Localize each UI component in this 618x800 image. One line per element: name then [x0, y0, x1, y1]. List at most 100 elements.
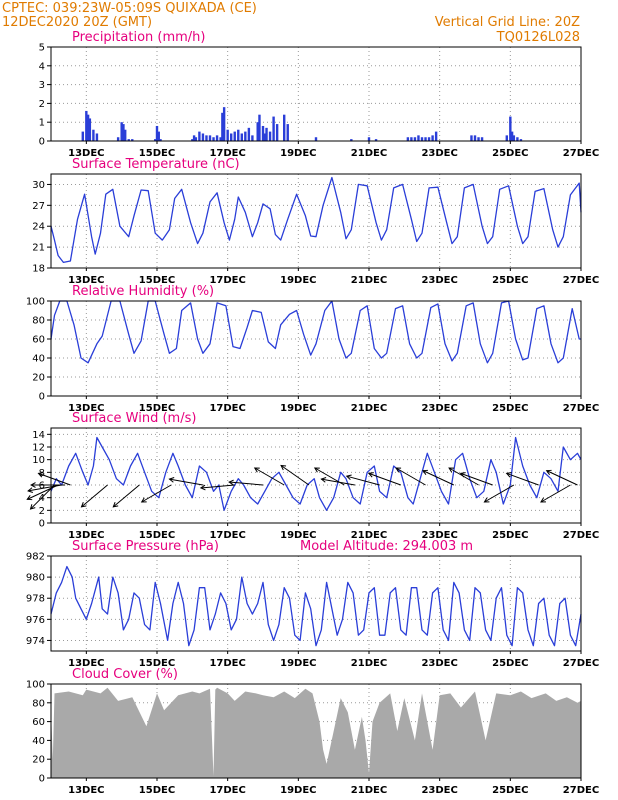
wind-wind-arrow [546, 470, 578, 486]
precipitation-bar [420, 137, 424, 141]
wind-xtick-label: 15DEC [139, 530, 175, 541]
humidity-xtick-label: 17DEC [209, 403, 245, 414]
cloud-cover-xtick-label: 15DEC [139, 785, 175, 796]
precipitation-bar [424, 137, 427, 141]
precipitation-bar [314, 137, 318, 141]
wind-wind-arrow [540, 484, 571, 503]
precipitation-bar [237, 129, 240, 141]
temperature-xtick-label: 21DEC [351, 275, 387, 286]
humidity-xtick-label: 25DEC [492, 403, 528, 414]
precipitation-ytick-label: 3 [39, 80, 45, 91]
precipitation-bar [477, 137, 480, 141]
precipitation-bar [367, 137, 371, 141]
precipitation-ytick-label: 0 [39, 137, 45, 148]
temperature-xtick-label: 27DEC [563, 275, 599, 286]
precipitation-bar [191, 139, 194, 141]
precipitation-title: Precipitation (mm/h) [72, 30, 205, 45]
wind-xtick-label: 25DEC [492, 530, 528, 541]
temperature-frame [50, 173, 582, 269]
wind-wind-arrowhead [140, 497, 147, 503]
wind-wind-arrow [112, 484, 140, 508]
cloud-cover-xtick-label: 19DEC [280, 785, 316, 796]
precipitation-xtick-label: 25DEC [492, 148, 528, 159]
pressure-title: Surface Pressure (hPa) [72, 539, 219, 554]
precipitation-bar [226, 129, 229, 141]
wind-ytick-label: 4 [39, 493, 45, 504]
precipitation-bar [230, 133, 233, 141]
precipitation-bar [261, 125, 265, 141]
wind-xtick-label: 17DEC [209, 530, 245, 541]
precipitation-bar [222, 107, 226, 141]
humidity-xtick-label: 19DEC [280, 403, 316, 414]
cloud-cover-xtick-label: 27DEC [563, 785, 599, 796]
wind-wind-arrowhead [26, 495, 33, 501]
precipitation-frame [50, 46, 582, 142]
wind-xtick-label: 23DEC [421, 530, 457, 541]
precipitation-bar [286, 124, 289, 141]
wind-wind-arrow [38, 472, 71, 486]
precipitation-bar [480, 137, 484, 141]
wind-wind-arrowhead [545, 469, 552, 475]
wind-wind-arrowhead [37, 472, 44, 478]
precipitation-bar [434, 131, 438, 141]
wind-wind-arrow [200, 484, 235, 489]
precipitation-bar [124, 129, 127, 141]
cloud-cover-xtick-label: 13DEC [68, 785, 104, 796]
precipitation-bar [95, 133, 99, 141]
precipitation-bar [263, 133, 266, 141]
wind-ytick-label: 2 [39, 506, 45, 517]
humidity-ytick-label: 40 [32, 354, 45, 365]
header: CPTEC: 039:23W-05:09S QUIXADA (CE) 12DEC… [2, 1, 580, 45]
pressure-annotation: Model Altitude: 294.003 m [300, 539, 473, 554]
cloud-cover-frame [50, 683, 582, 779]
wind-wind-arrowhead [80, 502, 87, 508]
pressure-xtick-label: 17DEC [209, 658, 245, 669]
precipitation-bar [272, 116, 275, 141]
humidity-ytick-label: 20 [32, 373, 45, 384]
wind-wind-arrowhead [459, 472, 466, 478]
precipitation-bar [85, 110, 88, 141]
precipitation-bar [205, 135, 208, 141]
precipitation-bar [92, 129, 95, 141]
wind-wind-arrow [28, 484, 62, 492]
wind-wind-arrow [27, 484, 59, 500]
humidity-xtick-label: 21DEC [351, 403, 387, 414]
precipitation-bar [417, 135, 420, 141]
wind-wind-arrowhead [395, 467, 402, 473]
humidity-series-line [50, 300, 581, 364]
precipitation-bar [81, 131, 84, 141]
wind-ytick-label: 6 [39, 481, 45, 492]
precipitation-bar [198, 131, 201, 141]
humidity-ytick-label: 60 [32, 335, 45, 346]
precipitation-panel: Precipitation (mm/h) 0 1 2 3 4 5 13DEC 15DEC 17DE… [39, 30, 600, 159]
precipitation-bar [275, 124, 279, 141]
precipitation-bar [194, 137, 198, 141]
cloud-cover-title: Cloud Cover (%) [72, 667, 178, 682]
wind-wind-arrow [368, 472, 401, 486]
precipitation-bar [258, 114, 261, 141]
wind-wind-arrow [321, 478, 355, 486]
precipitation-bar [256, 122, 259, 141]
wind-wind-arrow [81, 484, 108, 508]
cloud-cover-ytick-label: 0 [39, 774, 45, 785]
precipitation-bar [516, 137, 519, 141]
precipitation-bar [519, 139, 523, 141]
wind-wind-arrowhead [29, 504, 36, 510]
temperature-series-line [50, 176, 582, 264]
temperature-ytick-label: 18 [32, 264, 45, 275]
wind-ytick-label: 0 [39, 519, 45, 530]
wind-wind-arrowhead [280, 464, 287, 471]
precipitation-bar [244, 131, 247, 141]
pressure-xtick-label: 25DEC [492, 658, 528, 669]
precipitation-xtick-label: 17DEC [209, 148, 245, 159]
wind-ytick-label: 14 [32, 430, 45, 441]
precipitation-bar [221, 112, 224, 141]
pressure-xtick-label: 27DEC [563, 658, 599, 669]
precipitation-bar [219, 137, 222, 141]
wind-wind-arrow [169, 478, 204, 486]
precipitation-bar [283, 114, 286, 141]
wind-wind-arrow [460, 472, 493, 486]
precipitation-bar [208, 135, 212, 141]
cloud-cover-ytick-label: 80 [32, 698, 45, 709]
